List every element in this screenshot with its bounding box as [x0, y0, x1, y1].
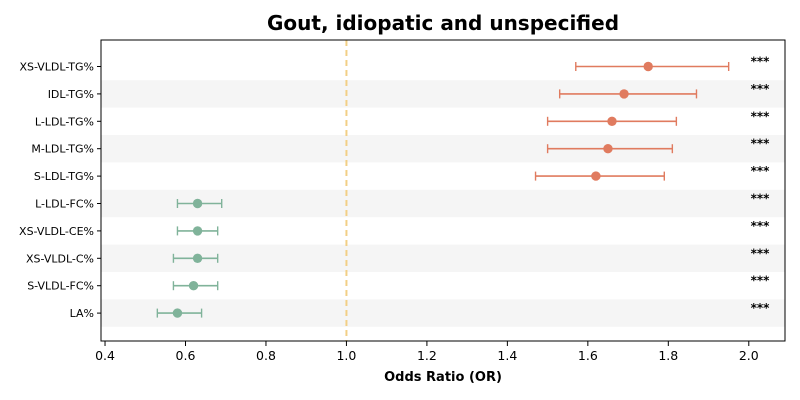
x-tick-label: 0.6 — [176, 348, 196, 363]
y-tick-label: L-LDL-FC% — [35, 198, 94, 211]
row-band — [101, 299, 785, 327]
significance-label: *** — [751, 301, 771, 315]
x-tick-label: 1.8 — [658, 348, 678, 363]
row-band — [101, 135, 785, 163]
significance-label: *** — [751, 274, 771, 288]
y-tick-label: XS-VLDL-C% — [26, 252, 94, 265]
significance-label: *** — [751, 137, 771, 151]
or-point — [172, 308, 183, 318]
x-tick-label: 2.0 — [739, 348, 759, 363]
or-point — [192, 226, 203, 236]
x-axis: 0.4 0.6 0.8 1.0 1.2 1.4 1.6 1.8 2.0 — [95, 341, 759, 363]
x-axis-label: Odds Ratio (OR) — [384, 370, 502, 385]
y-tick-labels: XS-VLDL-TG% IDL-TG% L-LDL-TG% M-LDL-TG% S-LD… — [19, 61, 101, 320]
y-tick-label: LA% — [70, 307, 94, 320]
data-marks — [156, 61, 730, 318]
or-point — [619, 89, 629, 99]
x-tick-label: 0.8 — [256, 348, 276, 363]
plot-frame — [100, 39, 786, 342]
x-tick-label: 1.2 — [417, 348, 437, 363]
or-point — [643, 61, 653, 72]
significance-labels: *** *** *** *** *** *** *** *** *** *** — [751, 55, 771, 316]
or-point — [188, 281, 199, 291]
significance-label: *** — [751, 246, 771, 260]
or-point — [192, 253, 203, 263]
x-tick-label: 1.6 — [578, 348, 598, 363]
or-point — [603, 144, 613, 154]
or-point — [591, 171, 601, 181]
significance-label: *** — [751, 219, 771, 233]
or-point — [192, 198, 203, 209]
y-tick-label: IDL-TG% — [48, 88, 94, 101]
chart-title: Gout, idiopatic and unspecified — [267, 11, 619, 35]
significance-label: *** — [751, 109, 771, 123]
x-tick-label: 1.4 — [497, 348, 517, 363]
or-point — [607, 116, 617, 127]
y-tick-label: XS-VLDL-TG% — [19, 61, 94, 74]
y-tick-label: L-LDL-TG% — [35, 115, 94, 128]
significance-label: *** — [751, 82, 771, 96]
x-tick-label: 0.4 — [95, 348, 115, 363]
significance-label: *** — [751, 55, 771, 69]
significance-label: *** — [751, 164, 771, 178]
y-tick-label: S-VLDL-FC% — [27, 280, 94, 293]
y-tick-label: XS-VLDL-CE% — [19, 225, 94, 238]
significance-label: *** — [751, 192, 771, 206]
x-tick-label: 1.0 — [336, 348, 356, 363]
y-tick-label: S-LDL-TG% — [34, 170, 94, 183]
y-tick-label: M-LDL-TG% — [31, 143, 94, 156]
